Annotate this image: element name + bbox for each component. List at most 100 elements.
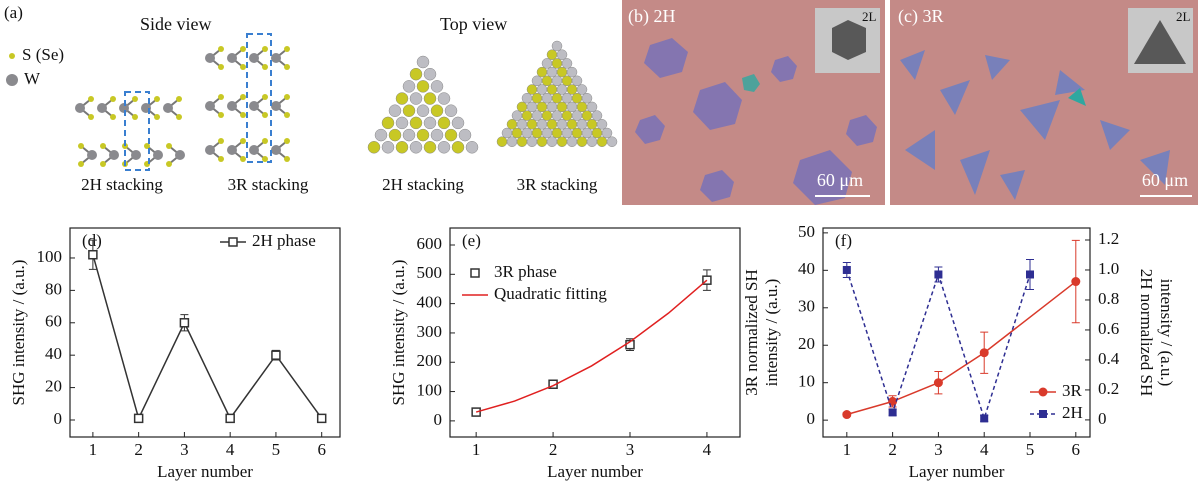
series-line [847,270,1030,418]
w-atom [131,150,141,160]
x-tick-label: 6 [1072,440,1081,459]
atom [417,56,429,68]
atom [537,67,547,77]
caption: 3R stacking [517,175,598,194]
w-atom [249,145,259,155]
atom [527,137,537,147]
atom [410,141,422,153]
atom [375,129,387,141]
atom [577,137,587,147]
y2-tick-label: 0 [1098,409,1107,428]
marker [180,319,188,327]
s-atom [176,114,182,120]
plot-frame [450,228,740,437]
atom [547,119,557,129]
atom [542,128,552,138]
y2-tick-label: 1.0 [1098,259,1119,278]
atom [557,137,567,147]
atom [403,129,415,141]
atom [572,128,582,138]
atom [557,85,567,95]
y-tick-label: 500 [417,263,443,282]
atom [552,76,562,86]
w-atom [227,101,237,111]
marker [980,414,988,422]
legend-label: 2H phase [252,231,316,250]
y-tick-label: 400 [417,293,443,312]
panel-label: (f) [835,231,852,250]
atom [431,105,443,117]
atom [537,119,547,129]
x-axis-label: Layer number [909,462,1005,481]
atom [417,129,429,141]
w-atom [227,53,237,63]
atom [517,137,527,147]
atom [527,85,537,95]
y2-axis-label: 2H normalized SH [1137,269,1156,396]
x-tick-label: 2 [549,440,558,459]
atom [552,128,562,138]
atom [403,105,415,117]
panel-label: (a) [4,3,23,22]
atom [567,137,577,147]
y2-axis-label: intensity / (a.u.) [1157,279,1176,387]
marker [980,348,989,357]
atom [517,119,527,129]
plot-frame [823,228,1090,437]
s-atom [218,112,224,118]
y-axis-label: intensity / (a.u.) [762,279,781,387]
legend-label: Quadratic fitting [494,284,607,303]
series-line [93,255,322,419]
atom [410,93,422,105]
caption: 3R stacking [228,175,309,194]
atom [537,102,547,112]
atom [597,137,607,147]
w-atom [109,150,119,160]
atom [438,141,450,153]
y2-tick-label: 0.6 [1098,319,1119,338]
figure: (a) Side view Top view S (Se) W 2H stack… [0,0,1198,487]
s-atom [240,46,246,52]
atom [410,117,422,129]
s-atom [284,64,290,70]
atom [547,50,557,60]
atom [382,117,394,129]
atom [542,111,552,121]
marker [89,251,97,259]
legend-marker [1039,388,1048,397]
y-tick-label: 40 [45,344,62,363]
y-tick-label: 50 [798,222,815,241]
w-atom [205,145,215,155]
atom [562,111,572,121]
panel-label: (c) 3R [898,6,943,27]
atom [557,50,567,60]
x-tick-label: 2 [134,440,143,459]
atom [396,93,408,105]
atom [552,41,562,51]
x-tick-label: 6 [317,440,326,459]
w-atom [205,101,215,111]
s-atom [240,94,246,100]
s-atom [166,143,172,149]
atom [587,102,597,112]
atom [382,141,394,153]
atom [532,128,542,138]
x-tick-label: 3 [180,440,189,459]
s-atom [218,156,224,162]
w-atom [205,53,215,63]
s-atom [110,114,116,120]
y-axis-label: SHG intensity / (a.u.) [389,260,408,406]
w-atom [271,53,281,63]
marker [889,408,897,416]
atom [389,105,401,117]
marker [934,270,942,278]
legend-w: W [24,69,41,88]
atom [587,119,597,129]
atom [597,119,607,129]
s-atom [110,96,116,102]
atom [537,85,547,95]
atom [512,128,522,138]
s-atom [218,64,224,70]
atom [452,141,464,153]
w-atom [97,103,107,113]
